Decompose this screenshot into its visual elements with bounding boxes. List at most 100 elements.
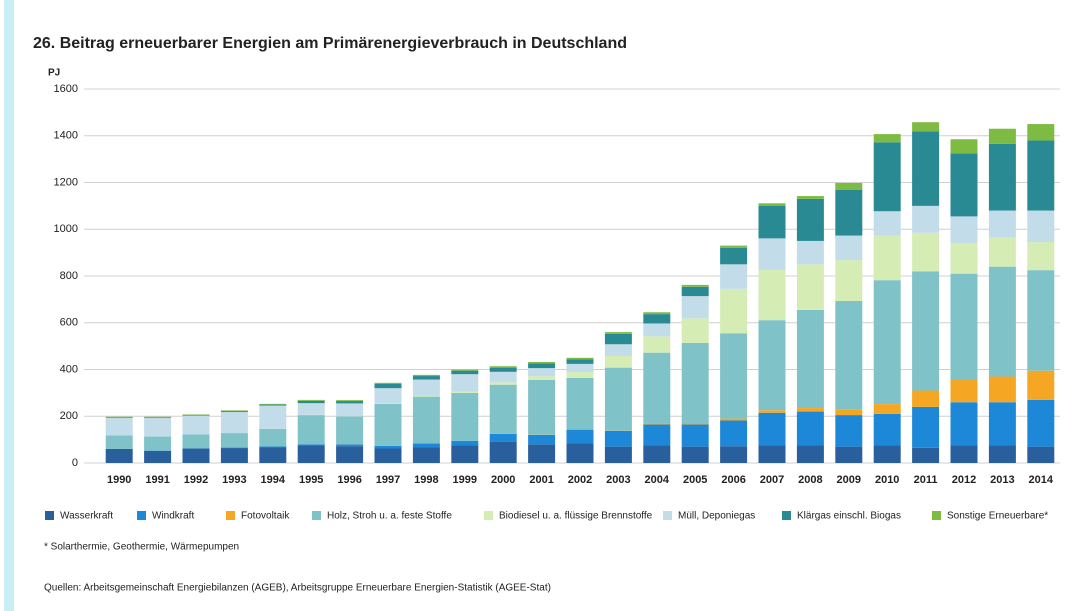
bar-segment (336, 444, 364, 447)
x-tick-label: 1991 (145, 474, 169, 486)
bar-segment (1027, 370, 1055, 400)
bar-segment (604, 367, 632, 431)
bar-segment (720, 264, 748, 289)
x-tick-label: 2005 (683, 474, 707, 486)
bar-segment (950, 243, 978, 274)
bar-segment (950, 139, 978, 154)
x-tick-label: 1993 (222, 474, 246, 486)
x-tick-label: 1999 (453, 474, 477, 486)
bar-segment (681, 342, 709, 424)
bar-segment (912, 406, 940, 448)
bar-segment (796, 445, 824, 463)
x-tick-label: 1997 (376, 474, 400, 486)
x-tick-label: 2004 (645, 474, 670, 486)
bar-segment (758, 203, 786, 206)
bar-segment (259, 403, 287, 405)
bar-segment (873, 404, 901, 414)
bar-segment (144, 436, 172, 451)
bar-segment (566, 372, 594, 378)
bar-segment (758, 410, 786, 413)
bar-segment (144, 450, 172, 463)
bar-segment (374, 382, 402, 384)
legend-swatch (312, 511, 321, 520)
bar-segment (566, 363, 594, 373)
bar-segment (489, 382, 517, 385)
bar-segment (681, 286, 709, 297)
bar-segment (374, 445, 402, 449)
bar-segment (681, 446, 709, 463)
bar-segment (912, 447, 940, 463)
bar-segment (720, 446, 748, 463)
bar-segment (604, 355, 632, 368)
bar-segment (105, 448, 133, 463)
bar-segment (950, 216, 978, 244)
legend-label: Holz, Stroh u. a. feste Stoffe (327, 511, 452, 522)
bar-segment (489, 367, 517, 372)
bar-segment (336, 446, 364, 463)
bar-segment (681, 296, 709, 319)
bar-segment (720, 247, 748, 265)
bar-segment (950, 273, 978, 381)
bar-segment (528, 379, 556, 435)
bar-segment (643, 336, 671, 353)
bar-segment (297, 445, 325, 463)
x-tick-label: 1994 (261, 474, 286, 486)
bar-segment (681, 423, 709, 425)
bar-segment (835, 446, 863, 463)
bar-segment (297, 400, 325, 404)
bar-segment (835, 189, 863, 236)
bar-segment (950, 402, 978, 446)
bar-segment (643, 314, 671, 324)
bar-segment (988, 445, 1016, 463)
bar-segment (528, 363, 556, 369)
bar-segment (912, 271, 940, 391)
legend-swatch (782, 511, 791, 520)
bar-segment (835, 235, 863, 261)
bar-segment (182, 448, 210, 463)
bar-segment (451, 370, 479, 375)
bar-segment (873, 142, 901, 212)
bar-segment (758, 269, 786, 321)
bar-segment (643, 424, 671, 446)
bar-segment (451, 391, 479, 393)
bar-segment (1027, 210, 1055, 243)
x-tick-label: 2011 (914, 474, 938, 486)
bar-segment (182, 434, 210, 449)
bar-segment (873, 413, 901, 446)
y-tick-label: 0 (72, 457, 78, 469)
bar-segment (528, 434, 556, 445)
bar-segment (451, 392, 479, 441)
bar-segment (412, 395, 440, 397)
bar-segment (835, 409, 863, 416)
bar-segment (220, 412, 248, 434)
legend-swatch (663, 511, 672, 520)
legend-label: Biodiesel u. a. flüssige Brennstoffe (499, 511, 653, 522)
bar-segment (1027, 399, 1055, 447)
y-tick-label: 1600 (54, 83, 78, 95)
legend-label: Müll, Deponiegas (678, 511, 755, 522)
x-tick-label: 2008 (798, 474, 822, 486)
x-tick-label: 2003 (606, 474, 630, 486)
bar-segment (604, 344, 632, 356)
x-tick-label: 2000 (491, 474, 515, 486)
y-axis-label: PJ (48, 68, 60, 79)
bar-segment (758, 320, 786, 411)
bar-segment (297, 403, 325, 415)
bar-segment (796, 264, 824, 310)
bar-segment (412, 447, 440, 463)
bar-segment (259, 446, 287, 448)
bar-segment (873, 211, 901, 236)
bar-segment (912, 232, 940, 272)
bar-segment (835, 415, 863, 447)
bar-segment (489, 384, 517, 434)
bar-segment (220, 433, 248, 448)
bar-segment (412, 443, 440, 448)
bar-segment (912, 131, 940, 206)
legend-swatch (45, 511, 54, 520)
bar-segment (873, 235, 901, 281)
bar-segment (681, 318, 709, 343)
x-tick-label: 1996 (337, 474, 361, 486)
bar-segment (720, 418, 748, 421)
bar-segment (796, 196, 824, 199)
